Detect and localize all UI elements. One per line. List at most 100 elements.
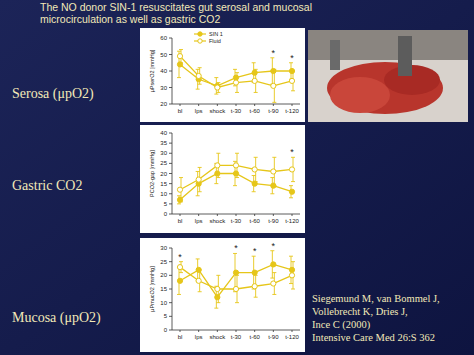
x-tick-label: lps xyxy=(195,218,203,224)
x-tick-label: shock xyxy=(209,334,226,340)
error-cap xyxy=(196,258,200,259)
series-marker xyxy=(271,83,276,88)
x-tick-label: shock xyxy=(209,218,226,224)
x-tick xyxy=(254,104,255,106)
error-cap xyxy=(198,269,202,270)
y-tick xyxy=(169,261,172,262)
series-line xyxy=(180,174,292,200)
y-tick xyxy=(169,133,172,134)
x-tick-label: t-30 xyxy=(231,108,242,114)
error-cap xyxy=(196,89,200,90)
x-tick xyxy=(198,214,199,216)
error-cap xyxy=(179,272,183,273)
series-marker xyxy=(177,62,182,67)
error-cap xyxy=(177,77,181,78)
error-cap xyxy=(233,161,237,162)
error-cap xyxy=(272,294,276,295)
x-tick-label: t-120 xyxy=(285,334,299,340)
error-cap xyxy=(198,67,202,68)
error-cap xyxy=(179,201,183,202)
x-tick-label: bl xyxy=(178,108,183,114)
series-marker xyxy=(215,171,220,176)
error-cap xyxy=(270,278,274,279)
y-tick xyxy=(169,173,172,174)
error-cap xyxy=(214,308,218,309)
x-tick-label: bl xyxy=(178,334,183,340)
error-cap xyxy=(254,92,258,93)
error-cap xyxy=(289,185,293,186)
series-marker xyxy=(289,189,294,194)
y-tick xyxy=(169,143,172,144)
x-tick-label: t-90 xyxy=(268,108,279,114)
data-group xyxy=(177,50,295,103)
error-cap xyxy=(214,94,218,95)
error-cap xyxy=(235,92,239,93)
x-tick xyxy=(273,330,274,332)
series-marker xyxy=(233,270,238,275)
y-tick-label: 30 xyxy=(160,150,167,156)
photo-gut xyxy=(327,62,443,114)
series-marker xyxy=(196,278,201,283)
series-marker xyxy=(233,80,238,85)
error-cap xyxy=(254,297,258,298)
background xyxy=(0,0,474,355)
series-marker xyxy=(177,265,182,270)
series-marker xyxy=(177,187,182,192)
data-group xyxy=(177,153,295,204)
error-cap xyxy=(177,51,181,52)
error-cap xyxy=(177,203,181,204)
y-tick-label: 60 xyxy=(160,35,167,41)
error-cap xyxy=(291,289,295,290)
series-marker xyxy=(196,267,201,272)
y-tick-label: 15 xyxy=(160,286,167,292)
error-cap xyxy=(196,195,200,196)
y-tick-label: 30 xyxy=(160,245,167,251)
error-cap xyxy=(214,77,218,78)
y-tick xyxy=(169,203,172,204)
x-tick xyxy=(198,330,199,332)
error-cap xyxy=(198,84,202,85)
error-cap xyxy=(291,261,295,262)
chart-panel xyxy=(140,125,305,233)
series-marker xyxy=(233,163,238,168)
series-marker xyxy=(252,284,257,289)
x-tick xyxy=(180,104,181,106)
photo-probe xyxy=(330,40,340,70)
series-marker xyxy=(215,286,220,291)
photo-probe xyxy=(398,36,412,76)
error-cap xyxy=(254,181,258,182)
y-tick-label: 25 xyxy=(160,160,167,166)
series-marker xyxy=(289,78,294,83)
y-tick xyxy=(169,163,172,164)
x-tick xyxy=(292,214,293,216)
y-tick xyxy=(169,87,172,88)
y-tick-label: 0 xyxy=(164,327,168,333)
y-tick-label: 20 xyxy=(160,171,167,177)
series-marker xyxy=(233,286,238,291)
series-marker xyxy=(252,270,257,275)
error-cap xyxy=(196,69,200,70)
error-cap xyxy=(254,69,258,70)
slide: The NO donor SIN-1 resuscitates gut sero… xyxy=(0,0,474,355)
series-marker xyxy=(215,163,220,168)
x-tick xyxy=(254,214,255,216)
y-tick xyxy=(169,38,172,39)
error-cap xyxy=(216,302,220,303)
x-tick-label: lps xyxy=(195,334,203,340)
legend-label: Fluid xyxy=(209,38,221,44)
y-tick-label: 5 xyxy=(164,201,168,207)
series-marker xyxy=(252,181,257,186)
y-tick xyxy=(169,248,172,249)
error-cap xyxy=(289,256,293,257)
photo xyxy=(308,30,468,122)
error-cap xyxy=(214,183,218,184)
y-tick xyxy=(169,71,172,72)
error-cap xyxy=(216,82,220,83)
x-tick xyxy=(180,330,181,332)
series-marker xyxy=(271,183,276,188)
series-line xyxy=(180,56,292,87)
y-tick xyxy=(169,183,172,184)
error-cap xyxy=(289,197,293,198)
series-marker xyxy=(271,68,276,73)
y-axis-label: PCO2-gap [mmHg] xyxy=(149,150,155,197)
